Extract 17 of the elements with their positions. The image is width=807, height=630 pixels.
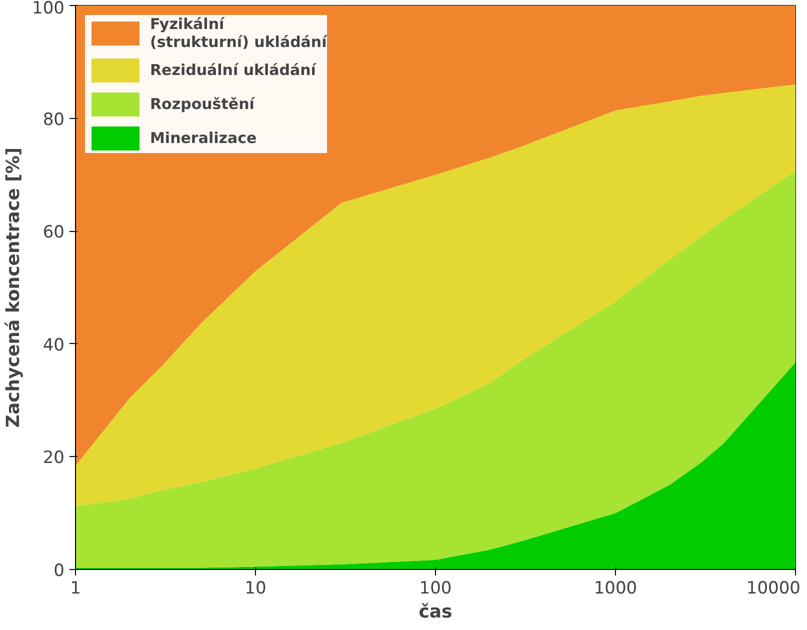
y-axis-title: Zachycená koncentrace [%]	[3, 147, 24, 428]
y-tick-label: 100	[32, 0, 65, 18]
legend-label: Mineralizace	[150, 129, 257, 147]
x-tick-label: 1	[70, 578, 81, 598]
x-tick-label: 100	[419, 578, 452, 598]
x-tick-label: 10	[244, 578, 266, 598]
x-tick-label: 10000	[746, 578, 801, 598]
legend-label: Reziduální ukládání	[150, 61, 316, 79]
x-axis-title: čas	[418, 602, 452, 622]
legend-label: Rozpouštění	[150, 95, 254, 113]
x-tick-label: 1000	[594, 578, 638, 598]
y-tick-label: 20	[42, 448, 65, 468]
y-tick-label: 40	[42, 335, 65, 356]
y-tick-label: 0	[54, 561, 65, 581]
y-tick-label: 60	[42, 222, 65, 243]
y-tick-label: 80	[42, 110, 65, 130]
legend-label: Fyzikální (strukturní) ukládání	[150, 15, 327, 51]
